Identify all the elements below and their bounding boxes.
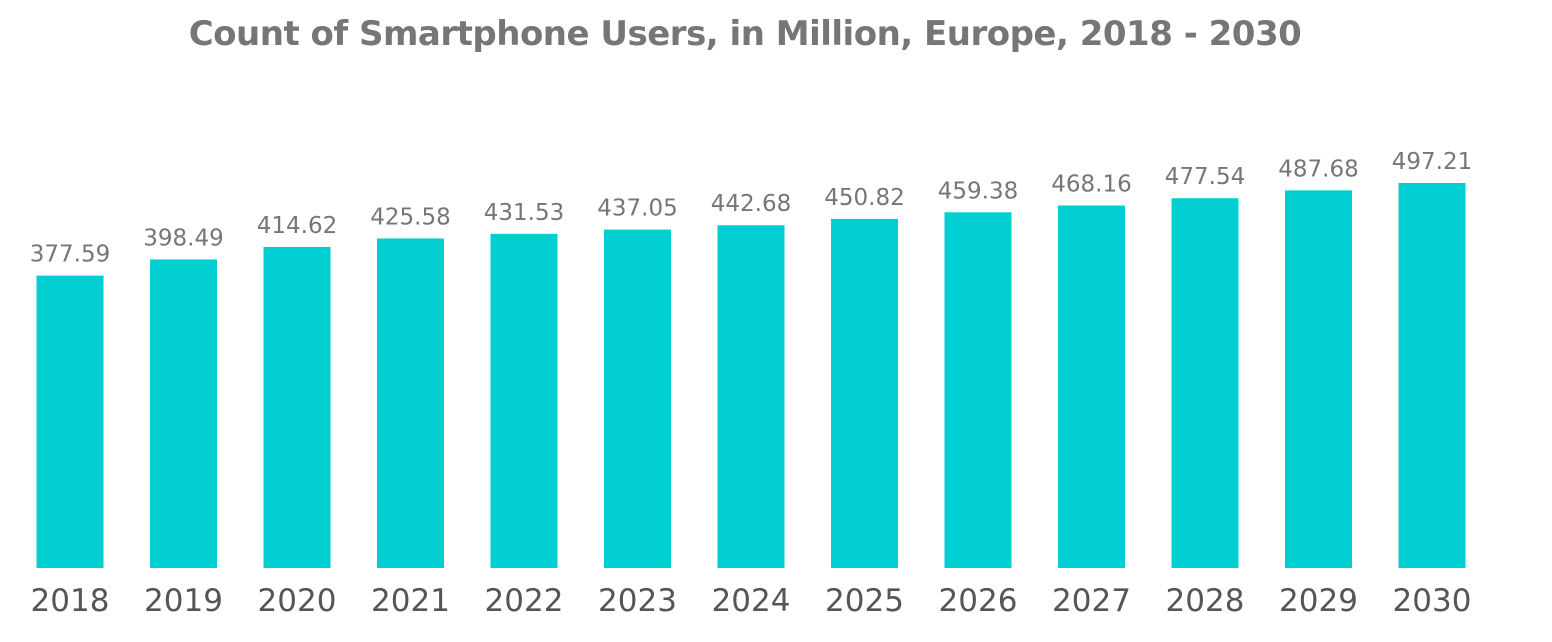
value-label-2030: 497.21 (1392, 149, 1472, 175)
x-axis-tick-labels: 2018 2019 2020 2021 2022 2023 2024 2025 2026 2027… (31, 583, 1472, 619)
bar-2019 (150, 259, 217, 568)
value-label-2025: 450.82 (824, 185, 904, 211)
value-label-2022: 431.53 (484, 200, 564, 226)
value-label-2023: 437.05 (597, 196, 677, 222)
bar-2026 (944, 212, 1012, 569)
bar-2029 (1285, 190, 1352, 568)
value-label-2018: 377.59 (30, 242, 110, 268)
x-tick-label-2025: 2025 (825, 583, 904, 619)
bar-2018 (36, 275, 104, 568)
value-label-2028: 477.54 (1165, 164, 1245, 190)
x-tick-label-2020: 2020 (258, 583, 337, 619)
x-tick-label-2026: 2026 (939, 583, 1018, 619)
x-tick-label-2029: 2029 (1279, 583, 1358, 619)
x-tick-label-2027: 2027 (1052, 583, 1131, 619)
x-tick-label-2022: 2022 (485, 583, 564, 619)
x-tick-label-2018: 2018 (31, 583, 110, 619)
value-label-2020: 414.62 (257, 213, 337, 239)
x-tick-label-2021: 2021 (371, 583, 450, 619)
x-tick-label-2019: 2019 (144, 583, 223, 619)
chart-title: Count of Smartphone Users, in Million, E… (188, 14, 1302, 54)
bar-2025 (831, 218, 898, 569)
x-tick-label-2023: 2023 (598, 583, 677, 619)
value-label-2021: 425.58 (370, 204, 450, 230)
x-tick-label-2024: 2024 (712, 583, 791, 619)
value-label-2019: 398.49 (143, 225, 223, 251)
bar-2023 (604, 229, 671, 568)
value-label-2027: 468.16 (1051, 171, 1131, 197)
bar-2022 (490, 233, 558, 569)
x-tick-label-2030: 2030 (1393, 583, 1472, 619)
bar-2027 (1058, 205, 1125, 569)
value-labels-group: 377.59 398.49 414.62 425.58 431.53 437.05 442.… (30, 149, 1472, 268)
bars-group (36, 183, 1466, 569)
bar-2028 (1171, 198, 1239, 569)
bar-2024 (717, 225, 785, 568)
bar-2030 (1398, 183, 1466, 568)
bar-2020 (263, 246, 331, 568)
value-label-2026: 459.38 (938, 178, 1018, 204)
value-label-2029: 487.68 (1278, 156, 1358, 182)
x-tick-label-2028: 2028 (1166, 583, 1245, 619)
bar-2021 (377, 238, 444, 568)
value-label-2024: 442.68 (711, 191, 791, 217)
